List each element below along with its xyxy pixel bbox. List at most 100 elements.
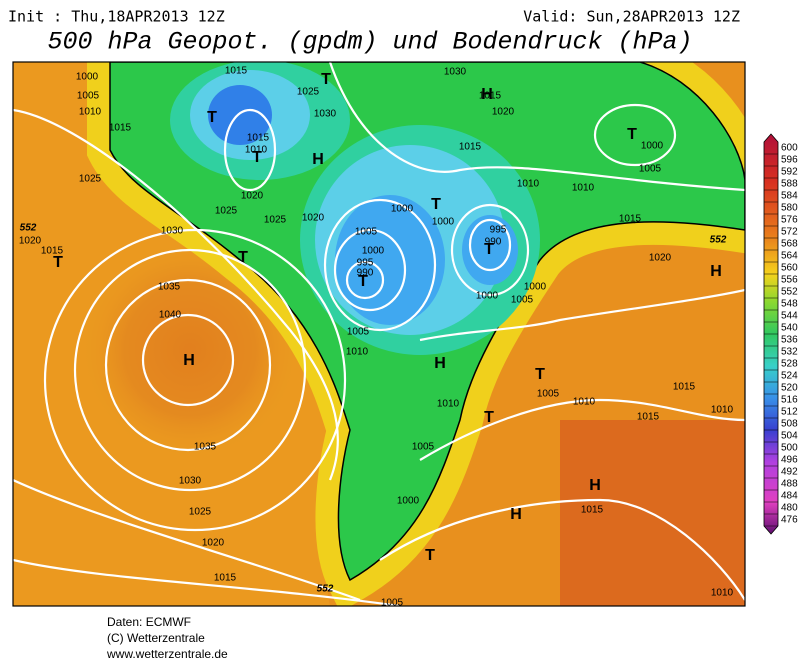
isobar-label: 1000: [76, 72, 99, 83]
isobar-label: 1005: [347, 327, 370, 338]
colorbar-label: 544: [781, 311, 798, 322]
isobar-label: 990: [357, 268, 374, 279]
colorbar-label: 504: [781, 431, 798, 442]
colorbar-label: 500: [781, 443, 798, 454]
pressure-center: T: [207, 109, 217, 126]
isobar-label: 1020: [492, 107, 515, 118]
isobar-label: 1000: [362, 246, 385, 257]
isobar-label: 1030: [444, 67, 467, 78]
isobar-label: 1010: [711, 405, 734, 416]
isobar-label: 1005: [511, 295, 534, 306]
colorbar-label: 600: [781, 143, 798, 154]
colorbar-label: 576: [781, 215, 798, 226]
isobar-label: 1005: [537, 389, 560, 400]
colorbar-label: 512: [781, 407, 798, 418]
colorbar-label: 528: [781, 359, 798, 370]
isobar-label: 1015: [214, 573, 237, 584]
isobar-label: 1015: [581, 505, 604, 516]
init-time: Init : Thu,18APR2013 12Z: [8, 8, 225, 26]
isobar-label: 1005: [639, 164, 662, 175]
isobar-label: 1035: [194, 442, 217, 453]
isobar-label: 1035: [158, 282, 181, 293]
pressure-center: T: [358, 273, 368, 290]
isobar-label: 1015: [41, 246, 64, 257]
map-area: 1000100510101015102510151025103010151010…: [13, 62, 745, 609]
isobars: [13, 62, 745, 606]
pressure-center: H: [481, 86, 493, 103]
isobar-label: 1000: [397, 496, 420, 507]
isobar-label: 1010: [79, 107, 102, 118]
colorbar-label: 560: [781, 263, 798, 274]
isobar-label: 1005: [381, 598, 404, 609]
isobar-label: 1000: [524, 282, 547, 293]
colorbar-label: 536: [781, 335, 798, 346]
colorbar-label: 496: [781, 455, 798, 466]
colorbar-label: 520: [781, 383, 798, 394]
isobar-label: 1020: [19, 236, 42, 247]
valid-time: Valid: Sun,28APR2013 12Z: [523, 8, 740, 26]
isobar-label: 1015: [247, 133, 270, 144]
isobar-label: 1015: [673, 382, 696, 393]
isobar-label: 1015: [479, 91, 502, 102]
isobar-label: 1030: [179, 476, 202, 487]
isobar-label: 1010: [346, 347, 369, 358]
colorbar-label: 532: [781, 347, 798, 358]
colorbar-label: 524: [781, 371, 798, 382]
colorbar-label: 556: [781, 275, 798, 286]
pressure-center: T: [627, 126, 637, 143]
pressure-center: H: [434, 355, 446, 372]
isobar-label: 1025: [79, 174, 102, 185]
colorbar-label: 476: [781, 515, 798, 526]
isobar-label: 1020: [302, 213, 325, 224]
isobar-label: 995: [490, 225, 507, 236]
isobar-label: 1005: [77, 91, 100, 102]
colorbar-label: 596: [781, 155, 798, 166]
pressure-center: T: [252, 149, 262, 166]
isobar-label: 1000: [432, 217, 455, 228]
colorbar-label: 580: [781, 203, 798, 214]
colorbar-label: 572: [781, 227, 798, 238]
isobar-label: 1040: [159, 310, 182, 321]
isobar-label: 1010: [245, 145, 268, 156]
pressure-center: H: [589, 477, 601, 494]
pressure-center: H: [183, 352, 195, 369]
isobar-label: 1025: [189, 507, 212, 518]
isobar-label: 1015: [109, 123, 132, 134]
isobar-label: 1015: [225, 66, 248, 77]
pressure-center: T: [53, 254, 63, 271]
isobar-label: 1010: [517, 179, 540, 190]
colorbar-label: 592: [781, 167, 798, 178]
isobar-label: 1015: [637, 412, 660, 423]
isobar-label: 1010: [573, 397, 596, 408]
colorbar-label: 492: [781, 467, 798, 478]
colorbar-label: 480: [781, 503, 798, 514]
pressure-center: T: [431, 196, 441, 213]
colorbar-label: 564: [781, 251, 798, 262]
blue-field: [335, 195, 445, 325]
isobar-label: 1015: [459, 142, 482, 153]
isobar-label: 990: [485, 237, 502, 248]
colorbar-label: 548: [781, 299, 798, 310]
pressure-center: T: [484, 409, 494, 426]
pressure-center: H: [312, 151, 324, 168]
isobar-label: 995: [357, 258, 374, 269]
contour-label: 552: [317, 584, 334, 595]
isobar-label: 1020: [202, 538, 225, 549]
map-frame: [12, 61, 746, 607]
blue-field: [208, 85, 272, 145]
colorbar-labels: 6005965925885845805765725685645605565525…: [764, 143, 798, 527]
isobar-label: 1005: [355, 227, 378, 238]
map-labels: 1000100510101015102510151025103010151010…: [19, 66, 734, 609]
isobar-label: 1025: [264, 215, 287, 226]
isobar-label: 1020: [241, 191, 264, 202]
pressure-center: H: [710, 263, 722, 280]
isobar-label: 1030: [161, 226, 184, 237]
colorbar-label: 516: [781, 395, 798, 406]
contour-label: 552: [20, 223, 37, 234]
isobar-label: 1005: [412, 442, 435, 453]
colorbar-label: 508: [781, 419, 798, 430]
map-title: 500 hPa Geopot. (gpdm) und Bodendruck (h…: [47, 28, 692, 57]
isobar-label: 1025: [297, 87, 320, 98]
isobar-label: 1020: [649, 253, 672, 264]
